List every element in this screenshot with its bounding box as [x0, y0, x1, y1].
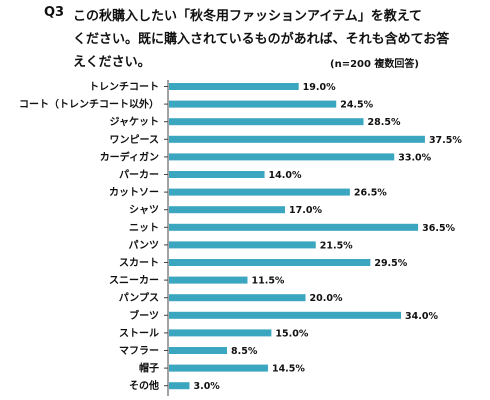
bar — [169, 100, 337, 108]
bar — [169, 135, 425, 143]
category-label: ジャケット — [110, 116, 160, 128]
category-label: ブーツ — [129, 309, 159, 322]
bar — [169, 188, 350, 196]
bar — [169, 364, 268, 372]
category-label: カーディガン — [100, 150, 159, 163]
category-label: シャツ — [129, 204, 159, 216]
value-label: 33.0% — [398, 152, 431, 163]
value-label: 14.5% — [272, 364, 305, 375]
category-label: ワンピース — [110, 134, 160, 146]
value-label: 28.5% — [368, 117, 401, 128]
question-text-line-2: ください。既に購入されているものがあれば、それも含めてお答 — [73, 32, 450, 47]
category-label: カットソー — [109, 187, 159, 199]
sample-size-note: (n=200 複数回答) — [330, 59, 419, 70]
value-label: 19.0% — [303, 82, 336, 93]
question-number: Q3 — [44, 5, 65, 20]
bar — [169, 259, 371, 266]
category-label: スカート — [119, 257, 159, 269]
value-label: 15.0% — [275, 328, 308, 339]
bar — [169, 118, 364, 126]
bar — [169, 171, 265, 178]
value-label: 36.5% — [422, 223, 455, 234]
value-label: 37.5% — [429, 135, 462, 146]
bar — [169, 382, 190, 390]
category-label: パンプス — [119, 291, 159, 304]
category-label: マフラー — [119, 345, 159, 357]
category-label: スニーカー — [109, 275, 159, 287]
category-label: コート（トレンチコート以外） — [19, 98, 159, 111]
bar — [169, 83, 299, 90]
value-label: 29.5% — [374, 258, 407, 269]
category-label: その他 — [129, 379, 159, 392]
value-label: 8.5% — [231, 346, 258, 357]
bar — [169, 347, 228, 354]
bar — [169, 329, 272, 337]
category-label: パンツ — [129, 239, 160, 251]
question-text-line-3: えください。 — [73, 55, 151, 70]
value-label: 17.0% — [289, 205, 322, 216]
bar — [169, 294, 306, 302]
bar — [169, 206, 286, 214]
bar — [169, 276, 248, 284]
bar — [169, 223, 419, 231]
category-label: パーカー — [119, 169, 159, 181]
bar — [169, 153, 395, 161]
value-label: 24.5% — [340, 100, 373, 111]
category-label: 帽子 — [139, 362, 159, 375]
value-label: 26.5% — [354, 188, 387, 199]
question-text-line-1: この秋購入したい「秋冬用ファッションアイテム」を教えて — [73, 9, 423, 24]
value-label: 21.5% — [320, 240, 353, 251]
bar — [169, 311, 402, 319]
value-label: 34.0% — [405, 311, 438, 322]
value-label: 3.0% — [193, 381, 220, 392]
value-label: 14.0% — [269, 170, 302, 181]
category-label: ストール — [119, 327, 159, 339]
category-label: トレンチコート — [89, 81, 159, 93]
bar — [169, 241, 316, 249]
question-header: Q3 この秋購入したい「秋冬用ファッションアイテム」を教えて ください。既に購入… — [0, 0, 490, 75]
value-label: 20.0% — [310, 293, 343, 304]
value-label: 11.5% — [251, 276, 284, 287]
category-label: ニット — [129, 222, 159, 234]
